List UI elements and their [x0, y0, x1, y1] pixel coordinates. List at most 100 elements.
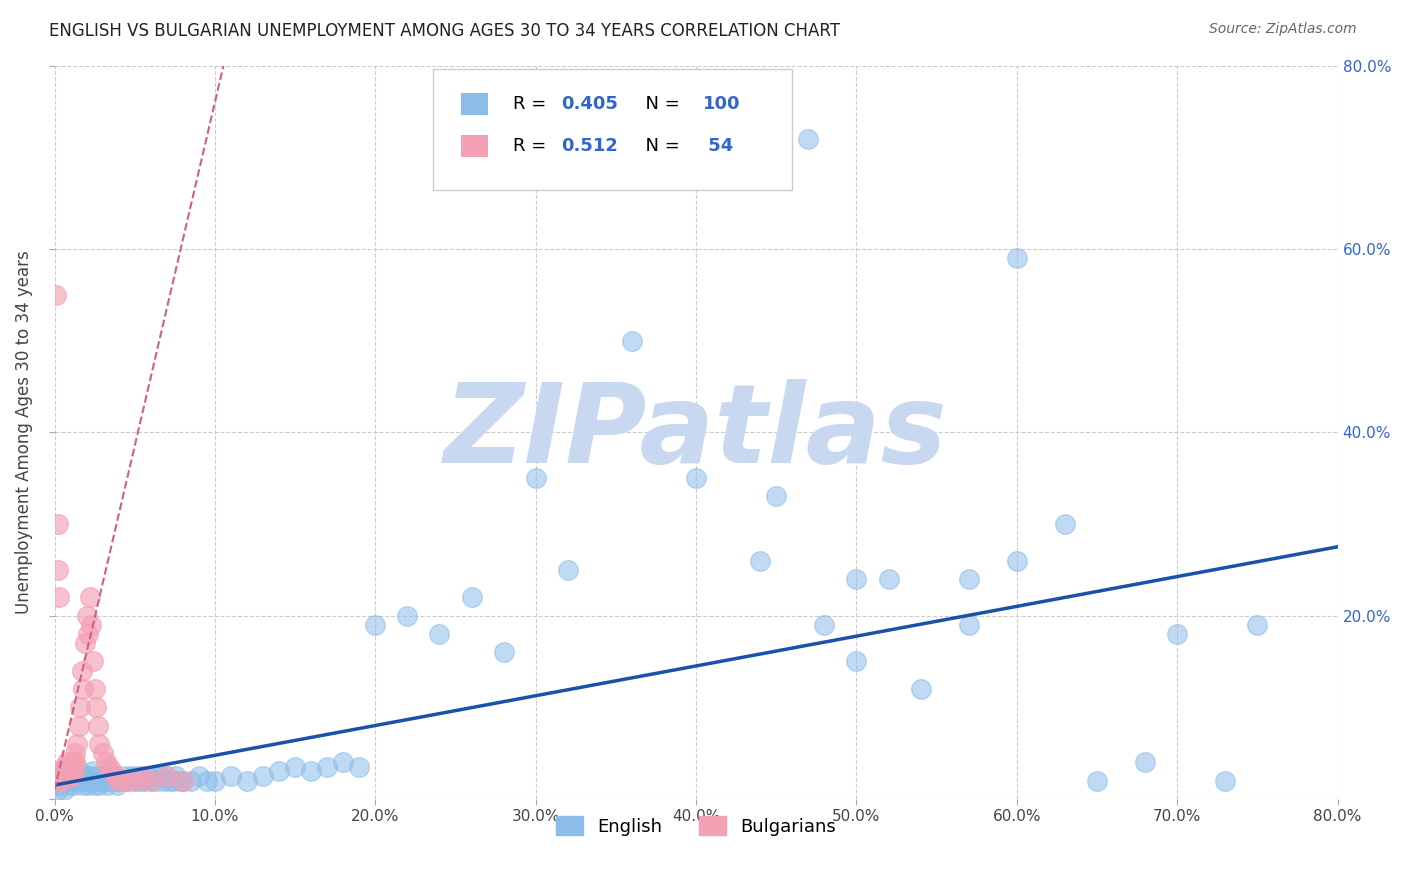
Point — [845, 654, 868, 668]
Point — [48, 764, 70, 779]
FancyBboxPatch shape — [461, 94, 488, 115]
Point — [132, 769, 155, 783]
Point — [877, 572, 900, 586]
Point — [45, 769, 67, 783]
Point — [72, 681, 94, 696]
Point — [105, 778, 128, 792]
Point — [115, 773, 138, 788]
Point — [60, 769, 83, 783]
Point — [70, 773, 93, 788]
Point — [957, 572, 980, 586]
Point — [91, 746, 114, 760]
Point — [83, 778, 105, 792]
Point — [66, 773, 89, 788]
Point — [79, 591, 101, 605]
Y-axis label: Unemployment Among Ages 30 to 34 years: Unemployment Among Ages 30 to 34 years — [15, 251, 32, 614]
Point — [492, 645, 515, 659]
Point — [172, 773, 194, 788]
Text: 100: 100 — [703, 95, 740, 113]
Point — [59, 773, 82, 788]
Point — [80, 617, 103, 632]
Point — [49, 778, 72, 792]
Point — [76, 773, 98, 788]
Point — [51, 769, 73, 783]
Point — [139, 773, 162, 788]
Point — [72, 778, 94, 792]
Point — [62, 778, 84, 792]
Point — [139, 773, 162, 788]
Point — [136, 769, 159, 783]
Point — [100, 773, 122, 788]
Point — [62, 755, 84, 769]
Point — [180, 773, 202, 788]
Point — [70, 664, 93, 678]
Point — [1005, 251, 1028, 265]
Text: R =: R = — [513, 137, 551, 155]
Point — [797, 132, 820, 146]
Point — [59, 755, 82, 769]
Legend: English, Bulgarians: English, Bulgarians — [547, 807, 845, 845]
Point — [49, 773, 72, 788]
Point — [159, 773, 181, 788]
Point — [82, 764, 104, 779]
Point — [121, 769, 143, 783]
Point — [129, 773, 152, 788]
Point — [55, 773, 77, 788]
Text: 0.512: 0.512 — [561, 137, 619, 155]
FancyBboxPatch shape — [433, 70, 793, 190]
Point — [104, 769, 127, 783]
Point — [845, 572, 868, 586]
Point — [332, 755, 354, 769]
Point — [524, 471, 547, 485]
Point — [51, 764, 73, 779]
Point — [46, 516, 69, 531]
Point — [46, 782, 69, 797]
Point — [65, 755, 87, 769]
Point — [236, 773, 259, 788]
Point — [149, 769, 172, 783]
Point — [1085, 773, 1108, 788]
Point — [89, 737, 111, 751]
Point — [195, 773, 218, 788]
Point — [79, 769, 101, 783]
Point — [1005, 553, 1028, 567]
Point — [53, 769, 76, 783]
Point — [156, 769, 179, 783]
Point — [55, 764, 77, 779]
Point — [284, 760, 307, 774]
Point — [66, 737, 89, 751]
Point — [69, 700, 91, 714]
Point — [349, 760, 371, 774]
Point — [83, 681, 105, 696]
Text: ZIPatlas: ZIPatlas — [444, 379, 948, 486]
Point — [62, 764, 84, 779]
Point — [84, 769, 107, 783]
Point — [107, 773, 129, 788]
FancyBboxPatch shape — [461, 136, 488, 157]
Text: N =: N = — [634, 95, 686, 113]
Point — [143, 769, 166, 783]
Point — [204, 773, 226, 788]
Point — [84, 700, 107, 714]
Point — [90, 769, 112, 783]
Text: 54: 54 — [703, 137, 734, 155]
Point — [813, 617, 835, 632]
Point — [267, 764, 290, 779]
Point — [87, 773, 110, 788]
Point — [80, 773, 103, 788]
Point — [749, 553, 772, 567]
Point — [152, 773, 174, 788]
Point — [73, 636, 96, 650]
Point — [299, 764, 322, 779]
Point — [557, 563, 579, 577]
Point — [94, 755, 117, 769]
Point — [45, 773, 67, 788]
Point — [1133, 755, 1156, 769]
Text: R =: R = — [513, 95, 551, 113]
Point — [58, 778, 80, 792]
Point — [103, 773, 125, 788]
Point — [96, 778, 118, 792]
Point — [67, 769, 90, 783]
Point — [59, 764, 82, 779]
Point — [91, 773, 114, 788]
